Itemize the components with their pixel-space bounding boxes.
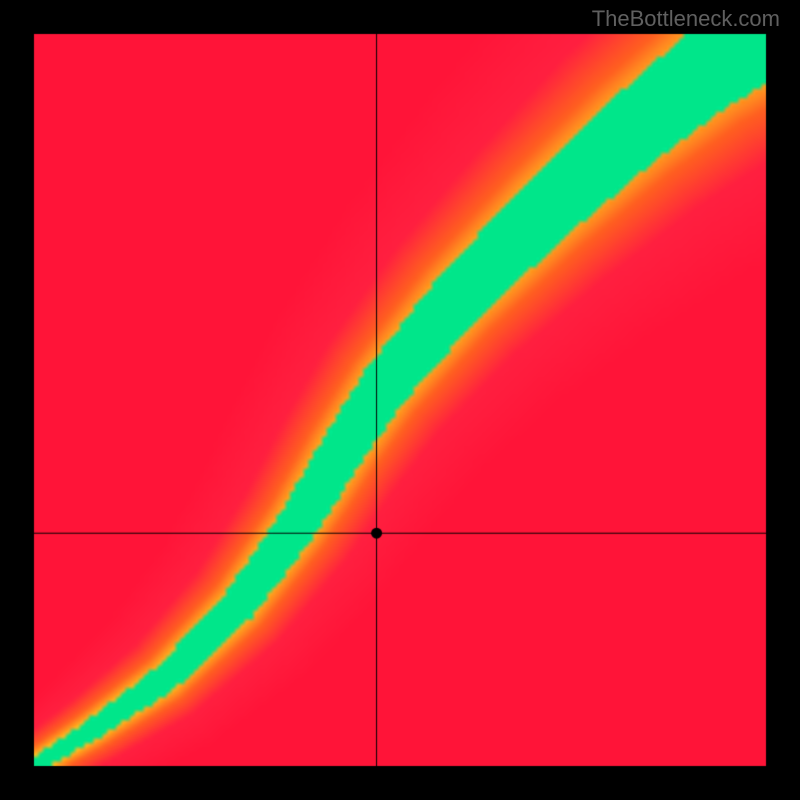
watermark-text: TheBottleneck.com xyxy=(592,6,780,32)
bottleneck-heatmap xyxy=(0,0,800,800)
chart-container: TheBottleneck.com xyxy=(0,0,800,800)
